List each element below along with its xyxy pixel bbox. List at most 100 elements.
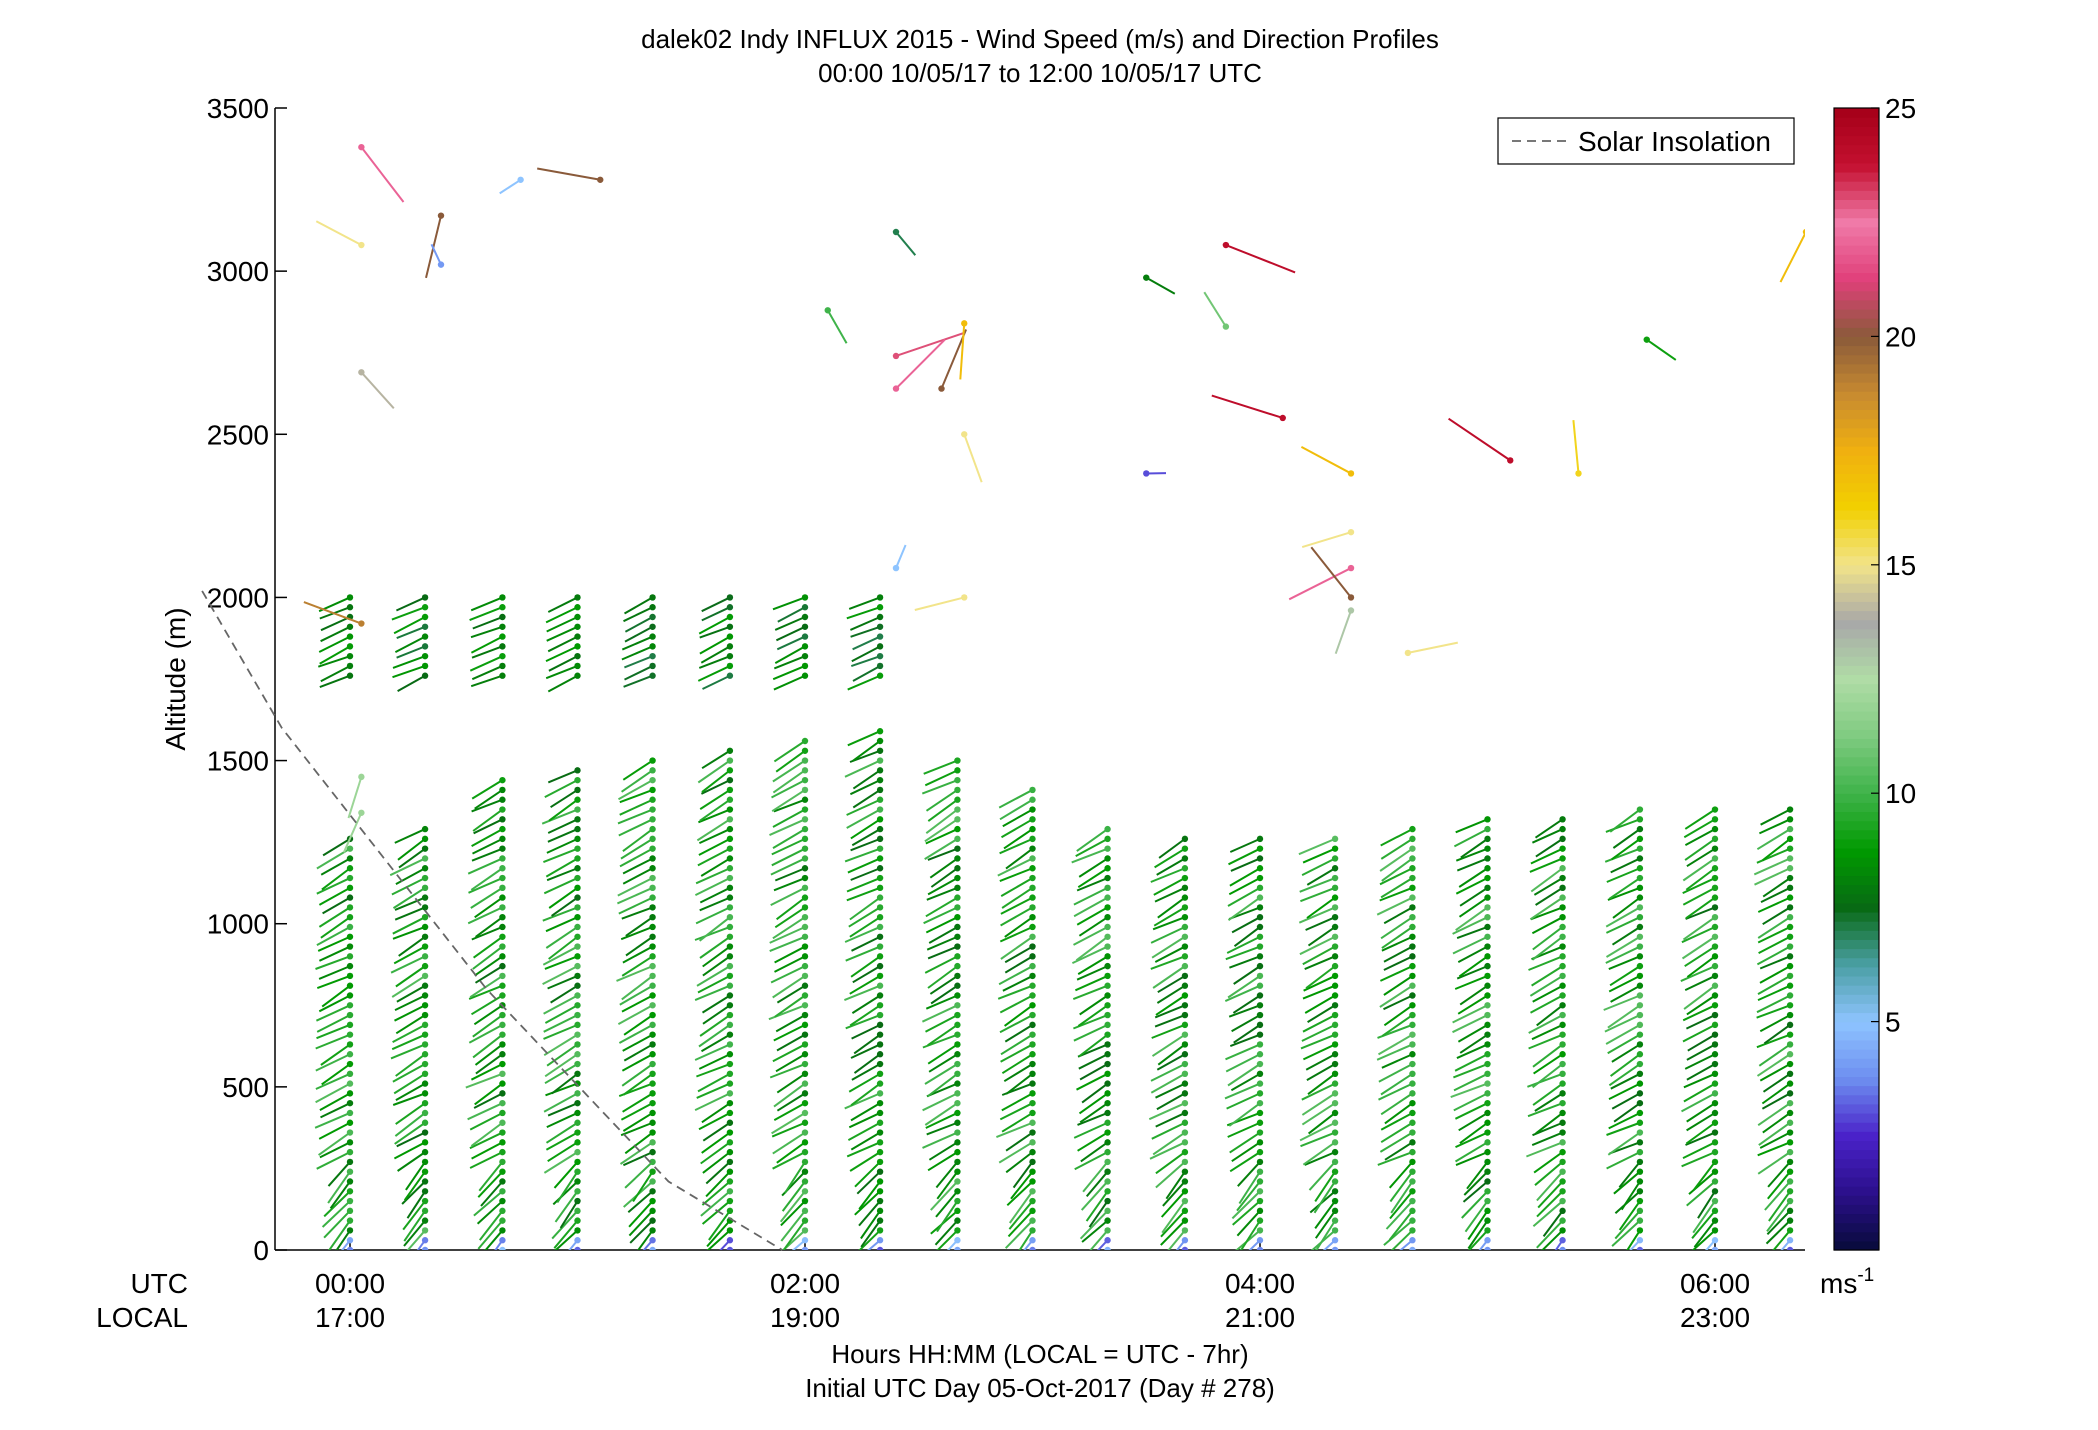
wind-barb-dot — [1939, 1139, 1945, 1145]
wind-barb-dot — [499, 865, 505, 871]
wind-barb-dot — [2092, 875, 2098, 881]
wind-barb-shaft — [771, 858, 805, 874]
wind-barb-dot — [1029, 1051, 1035, 1057]
wind-barb-dot — [1182, 992, 1188, 998]
wind-barb-dot — [649, 934, 655, 940]
wind-barb-dot — [802, 1217, 808, 1223]
wind-barb-dot — [1409, 1051, 1415, 1057]
wind-barb-dot — [1559, 1139, 1565, 1145]
wind-barb-dot — [877, 1227, 883, 1233]
wind-barb-dot — [2014, 1061, 2020, 1067]
wind-barb-shaft — [1922, 1181, 1942, 1209]
wind-barb-dot — [347, 1198, 353, 1204]
wind-barb-dot — [1712, 1237, 1718, 1243]
wind-barb-dot — [422, 1247, 428, 1253]
wind-barb-dot — [1559, 1129, 1565, 1135]
wind-barb — [1989, 1149, 2021, 1169]
wind-barb — [2076, 1188, 2098, 1209]
wind-barb-dot — [574, 1168, 580, 1174]
wind-barb-dot — [2092, 845, 2098, 851]
wind-barb-dot — [1637, 934, 1643, 940]
wind-barb-shaft — [703, 1005, 730, 1024]
wind-barb-dot — [1104, 1178, 1110, 1184]
wind-barb-shaft — [622, 995, 653, 1011]
wind-barb-dot — [802, 865, 808, 871]
wind-barb-dot — [1182, 1120, 1188, 1126]
wind-barb-dot — [1787, 806, 1793, 812]
wind-barb-shaft — [1682, 1093, 1716, 1111]
wind-barb — [2081, 1178, 2098, 1197]
wind-barb-shaft — [474, 1005, 502, 1024]
wind-barb-dot — [802, 1208, 808, 1214]
wind-barb-dot — [1029, 924, 1035, 930]
wind-barb-dot — [649, 1120, 655, 1126]
wind-barb-dot — [802, 1100, 808, 1106]
wind-barb — [2077, 1022, 2098, 1037]
wind-barb — [1912, 1061, 1946, 1086]
wind-barb-dot — [1712, 816, 1718, 822]
wind-barb-dot — [2014, 1178, 2020, 1184]
wind-barb — [2003, 1247, 2021, 1270]
wind-barb-shaft — [1915, 995, 1943, 1012]
wind-barb-dot — [1637, 1227, 1643, 1233]
wind-barb-dot — [499, 1051, 505, 1057]
wind-barb-dot — [1787, 992, 1793, 998]
wind-barb-dot — [347, 1022, 353, 1028]
wind-barb-shaft — [1460, 1123, 1488, 1143]
wind-barb-dot — [727, 787, 733, 793]
wind-barb-dot — [1787, 894, 1793, 900]
wind-barb — [468, 1100, 506, 1119]
wind-barb-shaft — [2078, 1172, 2095, 1192]
wind-barb-dot — [1484, 1071, 1490, 1077]
x-tick-label-local: 21:00 — [1225, 1302, 1295, 1333]
wind-barb-shaft — [548, 976, 578, 989]
wind-barb-dot — [347, 924, 353, 930]
wind-barb-shaft — [1910, 1093, 1943, 1112]
wind-barb-dot — [1484, 1061, 1490, 1067]
wind-barb-dot — [877, 1188, 883, 1194]
wind-barb — [1157, 1090, 1188, 1109]
wind-barb-shaft — [695, 927, 730, 940]
wind-barb-shaft — [1536, 888, 1563, 905]
wind-barb — [1984, 914, 2020, 934]
wind-barb-dot — [1787, 1149, 1793, 1155]
wind-barb-shaft — [1230, 1133, 1260, 1153]
wind-barb-dot — [1939, 1120, 1945, 1126]
wind-barb-dot — [802, 1090, 808, 1096]
wind-barb-dot — [347, 1217, 353, 1223]
wind-barb-dot — [727, 757, 733, 763]
wind-barb-dot — [347, 1188, 353, 1194]
wind-barb-dot — [1332, 963, 1338, 969]
wind-barb-dot — [347, 992, 353, 998]
wind-barb — [1912, 1110, 1946, 1128]
wind-barb — [1987, 1129, 2021, 1151]
wind-barb-shaft — [1228, 976, 1260, 998]
wind-barb-dot — [1029, 963, 1035, 969]
wind-barb-dot — [1029, 894, 1035, 900]
wind-barb — [390, 855, 428, 875]
wind-barb-dot — [1409, 973, 1415, 979]
wind-barb-dot — [1712, 973, 1718, 979]
wind-barb-dot — [1787, 1012, 1793, 1018]
wind-barb — [1315, 1168, 1338, 1201]
wind-barb-dot — [1104, 1129, 1110, 1135]
wind-barb-shaft — [1687, 1044, 1715, 1059]
wind-barb-shaft — [1080, 1093, 1108, 1113]
wind-barb-dot — [954, 1168, 960, 1174]
wind-barb-shaft — [1079, 858, 1107, 876]
wind-barb-dot — [422, 865, 428, 871]
wind-barb-dot — [649, 757, 655, 763]
wind-barb-dot — [1939, 1110, 1945, 1116]
wind-barb-dot — [1939, 973, 1945, 979]
wind-barb — [2076, 1031, 2098, 1043]
wind-barb-dot — [2014, 1080, 2020, 1086]
wind-barb-dot — [422, 1149, 428, 1155]
wind-barb-dot — [1939, 953, 1945, 959]
wind-barb-dot — [954, 983, 960, 989]
wind-barb — [1453, 1012, 1491, 1032]
wind-barb-dot — [347, 845, 353, 851]
wind-barb-dot — [1484, 1090, 1490, 1096]
wind-barb-dot — [1637, 845, 1643, 851]
wind-barb — [1909, 924, 1946, 940]
wind-barb-dot — [1332, 1071, 1338, 1077]
